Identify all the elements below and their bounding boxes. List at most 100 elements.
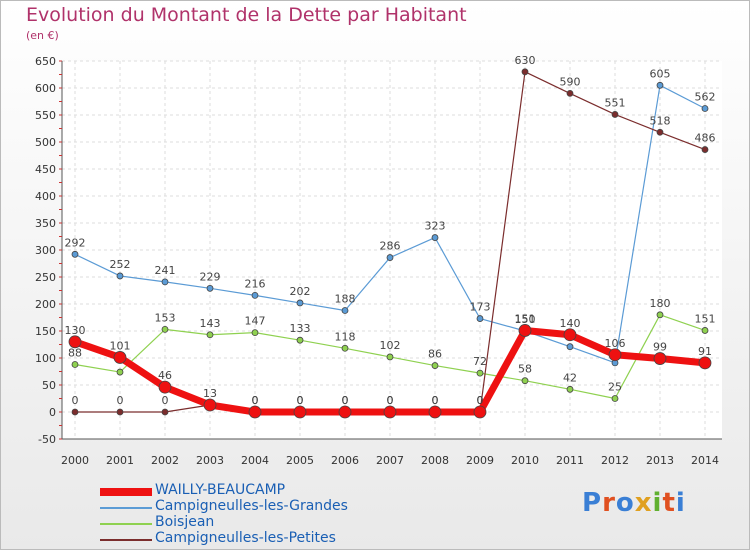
data-point	[116, 408, 124, 416]
legend-swatch	[100, 523, 152, 525]
data-point	[566, 90, 574, 97]
y-tick-label: 450	[35, 163, 56, 176]
data-point	[338, 405, 352, 419]
data-label: 286	[380, 240, 401, 253]
y-tick-label: 250	[35, 271, 56, 284]
data-label: 91	[698, 345, 712, 358]
data-point	[611, 111, 619, 118]
data-label: 0	[252, 394, 259, 407]
data-label: 0	[432, 394, 439, 407]
data-label: 151	[695, 312, 716, 325]
data-label: 188	[335, 292, 356, 305]
data-label: 0	[342, 394, 349, 407]
data-point	[296, 299, 304, 307]
y-tick-label: 500	[35, 136, 56, 149]
data-label: 150	[515, 313, 536, 326]
data-label: 42	[563, 371, 577, 384]
data-label: 292	[65, 236, 86, 249]
legend-label: Campigneulles-les-Grandes	[155, 498, 348, 514]
data-point	[116, 272, 124, 280]
data-point	[518, 324, 532, 337]
logo-letter: o	[615, 488, 635, 518]
data-label: 72	[473, 355, 487, 368]
data-point	[383, 405, 397, 419]
data-label: 323	[425, 220, 446, 233]
data-point	[701, 105, 709, 112]
data-label: 0	[477, 394, 484, 407]
legend-swatch	[100, 539, 152, 541]
data-label: 229	[200, 270, 221, 283]
data-label: 0	[297, 394, 304, 407]
x-tick-label: 2013	[646, 454, 674, 467]
chart-title: Evolution du Montant de la Dette par Hab…	[26, 4, 467, 26]
y-tick-label: 350	[35, 217, 56, 230]
data-label: 13	[203, 387, 217, 400]
data-point	[608, 348, 622, 362]
data-point	[116, 368, 124, 376]
data-point	[293, 405, 307, 419]
data-point	[161, 325, 169, 333]
y-tick-label: 0	[49, 406, 56, 419]
data-label: 153	[155, 311, 176, 324]
logo-letter: i	[652, 488, 663, 518]
legend-swatch	[100, 488, 152, 496]
data-label: 0	[432, 394, 439, 407]
data-point	[68, 335, 82, 349]
data-point	[656, 128, 664, 136]
legend-label: WAILLY-BEAUCAMP	[155, 482, 286, 498]
data-point	[653, 352, 667, 365]
data-label: 0	[342, 394, 349, 407]
data-label: 180	[650, 297, 671, 310]
data-point	[161, 408, 169, 416]
data-point	[206, 331, 214, 339]
x-tick-label: 2006	[331, 454, 359, 467]
unit-label: (en €)	[26, 29, 59, 42]
legend-label: Boisjean	[155, 514, 215, 530]
data-point	[473, 405, 487, 419]
data-point	[566, 385, 574, 393]
data-label: 0	[72, 394, 79, 407]
y-tick-label: 150	[35, 325, 56, 338]
data-point	[113, 351, 127, 364]
data-label: 143	[200, 317, 221, 330]
data-label: 88	[68, 346, 82, 359]
data-label: 0	[387, 394, 394, 407]
logo-letter: r	[602, 488, 616, 518]
data-label: 151	[515, 312, 536, 325]
data-point	[203, 398, 217, 412]
legend-label: Campigneulles-les-Petites	[155, 530, 336, 546]
data-label: 86	[428, 348, 442, 361]
data-point	[341, 307, 349, 314]
data-point	[206, 284, 214, 292]
legend-swatch	[100, 507, 152, 509]
y-tick-label: 100	[35, 352, 56, 365]
data-point	[521, 68, 529, 76]
data-label: 630	[515, 54, 536, 67]
data-point	[71, 408, 79, 416]
data-point	[701, 146, 709, 153]
x-tick-label: 2000	[61, 454, 89, 467]
data-point	[566, 343, 574, 351]
x-tick-label: 2001	[106, 454, 134, 467]
data-label: 518	[650, 114, 671, 127]
data-point	[431, 234, 439, 241]
x-tick-label: 2011	[556, 454, 584, 467]
data-label: 147	[245, 315, 266, 328]
data-point	[71, 361, 79, 368]
data-label: 0	[162, 394, 169, 407]
data-label: 605	[650, 67, 671, 80]
data-label: 173	[470, 301, 491, 314]
data-point	[563, 328, 577, 342]
data-label: 102	[380, 339, 401, 352]
x-tick-label: 2012	[601, 454, 629, 467]
y-tick-label: 50	[42, 379, 56, 392]
data-label: 99	[653, 341, 667, 354]
data-point	[521, 377, 529, 385]
proxiti-logo: Proxiti	[582, 488, 686, 518]
x-tick-label: 2003	[196, 454, 224, 467]
data-label: 140	[560, 317, 581, 330]
data-label: 0	[477, 394, 484, 407]
data-label: 0	[387, 394, 394, 407]
logo-letter: t	[662, 488, 676, 518]
